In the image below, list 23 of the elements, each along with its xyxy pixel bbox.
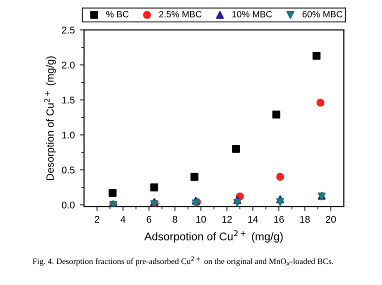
- legend-label: 10% MBC: [232, 10, 272, 18]
- legend-label: 2.5% MBC: [159, 10, 202, 18]
- y-tick-label: 2.0: [62, 62, 75, 69]
- x-tick-label: 12: [222, 216, 232, 223]
- x-tick-label: 4: [120, 216, 126, 223]
- x-tick-label: 10: [196, 216, 206, 223]
- caption: Fig. 4. Desorption fractions of pre-adsorbed Cu$^{2+}$ on the original and MnO$_{x}$-loaded BCs.: [32, 256, 334, 266]
- legend-label: % BC: [106, 10, 129, 18]
- y-tick-label: 0.0: [62, 202, 75, 208]
- x-tick-label: 18: [300, 216, 310, 223]
- x-axis-title: Adsorpotion of Cu$^{2+}$ (mg/g): [144, 230, 283, 243]
- y-tick-label: 2.5: [62, 26, 75, 34]
- x-tick-label: 14: [248, 216, 258, 223]
- y-axis-title: Desorption of Cu$^{2+}$ (mg/g): [44, 56, 56, 180]
- x-tick-label: 2: [94, 216, 100, 223]
- x-tick-label: 20: [326, 216, 336, 223]
- x-tick-label: 16: [274, 216, 284, 223]
- y-tick-label: 1.5: [62, 96, 75, 104]
- legend-label: 60% MBC: [302, 10, 342, 18]
- y-tick-label: 0.5: [62, 166, 75, 174]
- x-tick-label: 6: [146, 216, 152, 223]
- x-tick-label: 8: [172, 216, 178, 223]
- y-tick-label: 1.0: [62, 132, 75, 139]
